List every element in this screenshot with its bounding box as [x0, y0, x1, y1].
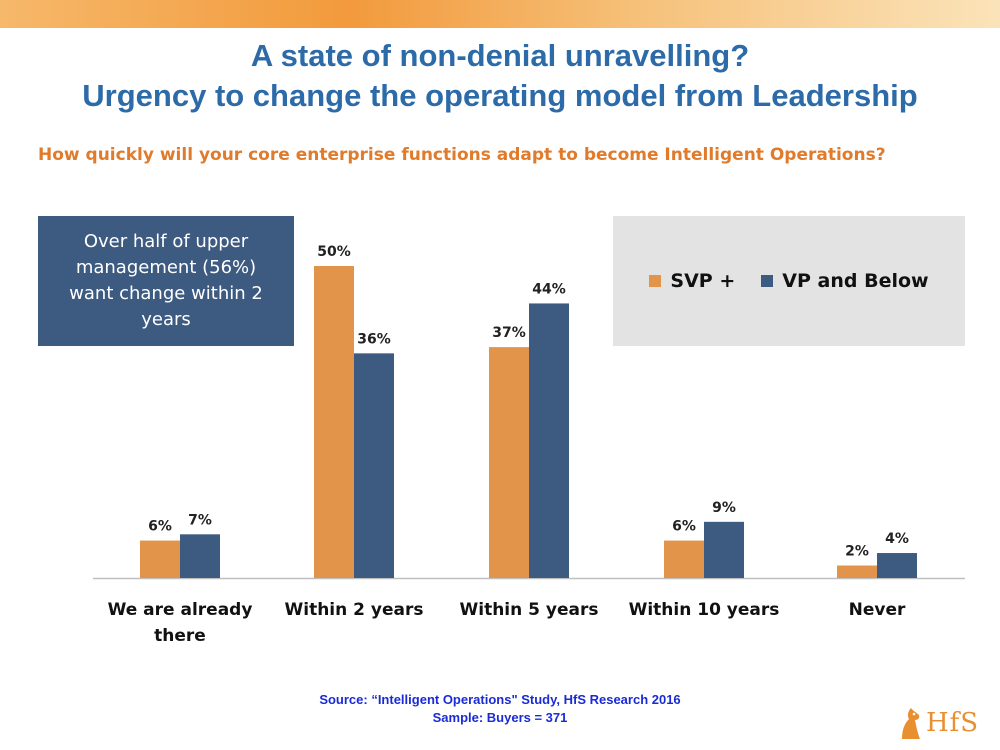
logo-text: HfS: [926, 708, 980, 738]
data-label-svp-3: 6%: [672, 519, 696, 535]
bar-vp-1: [354, 353, 394, 578]
bar-svp-0: [140, 540, 180, 578]
data-label-vp-1: 36%: [357, 331, 391, 347]
source-line-1: Source: “Intelligent Operations" Study, …: [319, 692, 681, 707]
data-label-svp-2: 37%: [492, 325, 526, 341]
data-label-svp-0: 6%: [148, 519, 172, 535]
data-label-vp-2: 44%: [532, 281, 566, 297]
legend-item-svp: SVP +: [649, 270, 735, 292]
title-line-1: A state of non-denial unravelling?: [250, 38, 750, 73]
category-label-1: Within 2 years: [285, 600, 424, 620]
category-label-2: Within 5 years: [460, 600, 599, 620]
page-title: A state of non-denial unravelling? Urgen…: [0, 36, 1000, 116]
data-label-vp-0: 7%: [188, 512, 212, 528]
top-gradient-band: [0, 0, 1000, 28]
data-label-svp-1: 50%: [317, 244, 351, 260]
bar-vp-3: [704, 521, 744, 578]
source-note: Source: “Intelligent Operations" Study, …: [0, 691, 1000, 727]
callout-text: Over half of upper management (56%) want…: [69, 231, 263, 330]
callout-box: Over half of upper management (56%) want…: [38, 216, 294, 346]
legend-label-vp: VP and Below: [782, 270, 929, 292]
legend-label-svp: SVP +: [670, 270, 736, 292]
bar-svp-3: [664, 540, 704, 578]
title-line-2: Urgency to change the operating model fr…: [82, 78, 918, 113]
bar-vp-2: [529, 303, 569, 578]
horse-head-icon: [902, 708, 920, 739]
hfs-logo: HfS: [898, 703, 990, 743]
legend-swatch-svp: [649, 275, 662, 287]
bar-svp-1: [314, 266, 354, 578]
survey-question: How quickly will your core enterprise fu…: [38, 145, 886, 165]
source-line-2: Sample: Buyers = 371: [432, 710, 568, 725]
legend-item-vp: VP and Below: [761, 270, 929, 292]
legend-swatch-vp: [761, 275, 774, 287]
bar-svp-4: [837, 565, 877, 578]
category-label-0: We are already there: [108, 600, 253, 646]
category-label-4: Never: [849, 600, 906, 620]
data-label-vp-4: 4%: [885, 531, 909, 547]
chart-legend: SVP + VP and Below: [613, 216, 965, 346]
data-label-vp-3: 9%: [712, 500, 736, 516]
bar-svp-2: [489, 347, 529, 578]
category-label-3: Within 10 years: [629, 600, 780, 620]
data-label-svp-4: 2%: [845, 544, 869, 560]
bar-vp-0: [180, 534, 220, 578]
bar-vp-4: [877, 553, 917, 578]
